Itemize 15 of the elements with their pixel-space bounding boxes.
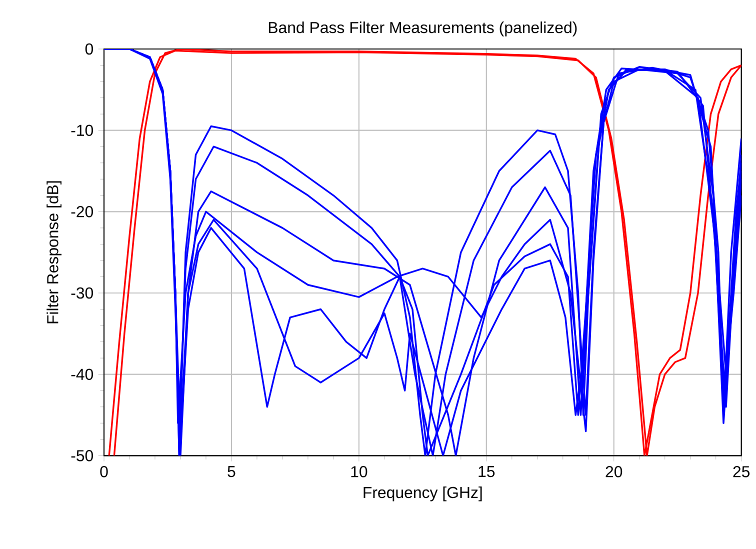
x-tick-label: 15 <box>478 466 495 478</box>
x-tick-label: 10 <box>351 466 368 478</box>
y-tick-label: -50 <box>71 450 94 462</box>
y-axis-title: Filter Response [dB] <box>46 181 62 324</box>
x-axis-title: Frequency [GHz] <box>364 486 482 502</box>
y-tick-label: -30 <box>71 287 94 299</box>
y-tick-label: -40 <box>71 368 94 380</box>
y-tick-label: -20 <box>71 206 94 218</box>
y-tick-label: -10 <box>71 124 94 136</box>
x-tick-label: 0 <box>100 466 108 478</box>
x-tick-label: 5 <box>228 466 236 478</box>
chart-title: Band Pass Filter Measurements (panelized) <box>268 21 577 36</box>
y-tick-label: 0 <box>85 43 94 55</box>
x-tick-label: 20 <box>606 466 622 478</box>
x-tick-label: 25 <box>733 466 750 478</box>
